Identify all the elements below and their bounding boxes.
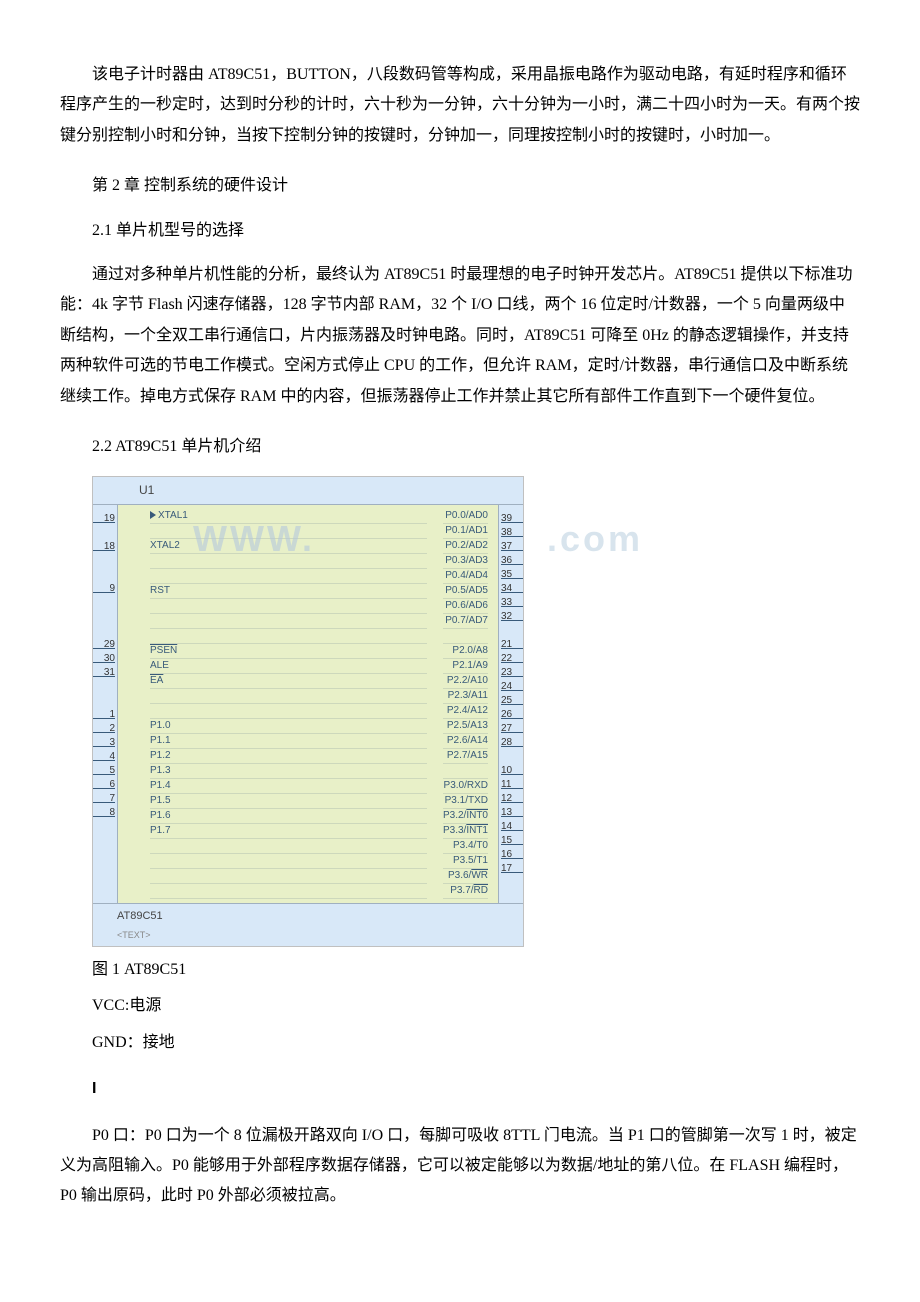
gnd-line: GND：接地 [60, 1028, 860, 1058]
chip-part-label: AT89C51 [117, 906, 499, 927]
intro-paragraph: 该电子计时器由 AT89C51，BUTTON，八段数码管等构成，采用晶振电路作为… [60, 60, 860, 151]
right-pin-labels: P0.0/AD0P0.1/AD1P0.2/AD2P0.3/AD3P0.4/AD4… [435, 509, 498, 899]
chip-subtext: <TEXT> [117, 927, 499, 944]
watermark-right: .com [547, 505, 643, 573]
chip-footer: AT89C51 <TEXT> [93, 903, 523, 946]
vcc-line: VCC:电源 [60, 991, 860, 1021]
chip-ref: U1 [93, 477, 523, 505]
figure-caption: 图 1 AT89C51 [60, 955, 860, 985]
chip-ref-label: U1 [139, 479, 154, 502]
left-pin-labels: XTAL1 XTAL2 RST PSENALEEA P1.0P1.1P1.2P1… [118, 509, 435, 899]
chip-body: 19 18 9 293031 12345678 XTAL1 XTAL2 RST … [93, 505, 523, 903]
left-pin-numbers: 19 18 9 293031 12345678 [93, 505, 118, 903]
section-2-2-title: 2.2 AT89C51 单片机介绍 [60, 432, 860, 462]
chip-figure: WWW. .com U1 19 18 9 293031 12345678 XTA… [92, 476, 860, 947]
chip-diagram: WWW. .com U1 19 18 9 293031 12345678 XTA… [92, 476, 524, 947]
text-cursor: I [92, 1074, 860, 1104]
right-pin-numbers: 3938373635343332 2122232425262728 101112… [498, 505, 523, 903]
section-2-1-body: 通过对多种单片机性能的分析，最终认为 AT89C51 时最理想的电子时钟开发芯片… [60, 260, 860, 412]
p0-paragraph: P0 口：P0 口为一个 8 位漏极开路双向 I/O 口，每脚可吸收 8TTL … [60, 1121, 860, 1212]
chapter2-title: 第 2 章 控制系统的硬件设计 [60, 171, 860, 201]
section-2-1-title: 2.1 单片机型号的选择 [60, 216, 860, 246]
